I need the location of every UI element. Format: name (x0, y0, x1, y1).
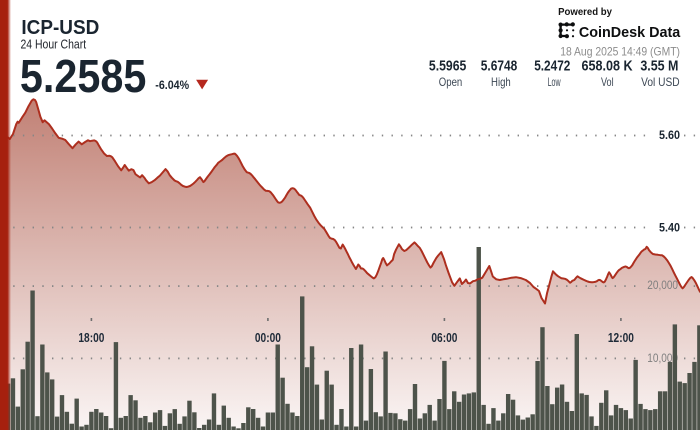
svg-text:High: High (491, 75, 511, 89)
svg-text:5.6748: 5.6748 (481, 58, 518, 75)
svg-text:24 Hour Chart: 24 Hour Chart (21, 36, 87, 51)
svg-text:3.55 M: 3.55 M (640, 58, 678, 75)
svg-text:18 Aug 2025 14:49 (GMT): 18 Aug 2025 14:49 (GMT) (560, 45, 680, 58)
svg-text:CoinDesk Data: CoinDesk Data (579, 25, 681, 41)
svg-text:ICP-USD: ICP-USD (21, 17, 99, 39)
svg-text:06:00: 06:00 (431, 330, 457, 345)
svg-text:Open: Open (439, 75, 463, 89)
svg-text:5.60: 5.60 (659, 128, 680, 142)
svg-text:5.2472: 5.2472 (534, 58, 570, 75)
svg-text:5.2585: 5.2585 (20, 50, 146, 102)
svg-text:Powered by: Powered by (558, 7, 612, 18)
svg-text:20,000: 20,000 (647, 280, 678, 292)
svg-text:Vol: Vol (601, 75, 614, 89)
svg-text:12:00: 12:00 (608, 330, 634, 345)
svg-text:00:00: 00:00 (255, 330, 281, 345)
svg-text:-6.04%: -6.04% (155, 78, 189, 92)
svg-text:Low: Low (548, 75, 561, 89)
svg-text:658.08 K: 658.08 K (581, 58, 632, 75)
svg-text:Vol USD: Vol USD (641, 75, 680, 89)
svg-text:5.5965: 5.5965 (429, 58, 466, 75)
svg-text:18:00: 18:00 (78, 330, 104, 345)
svg-text:5.40: 5.40 (659, 220, 680, 234)
